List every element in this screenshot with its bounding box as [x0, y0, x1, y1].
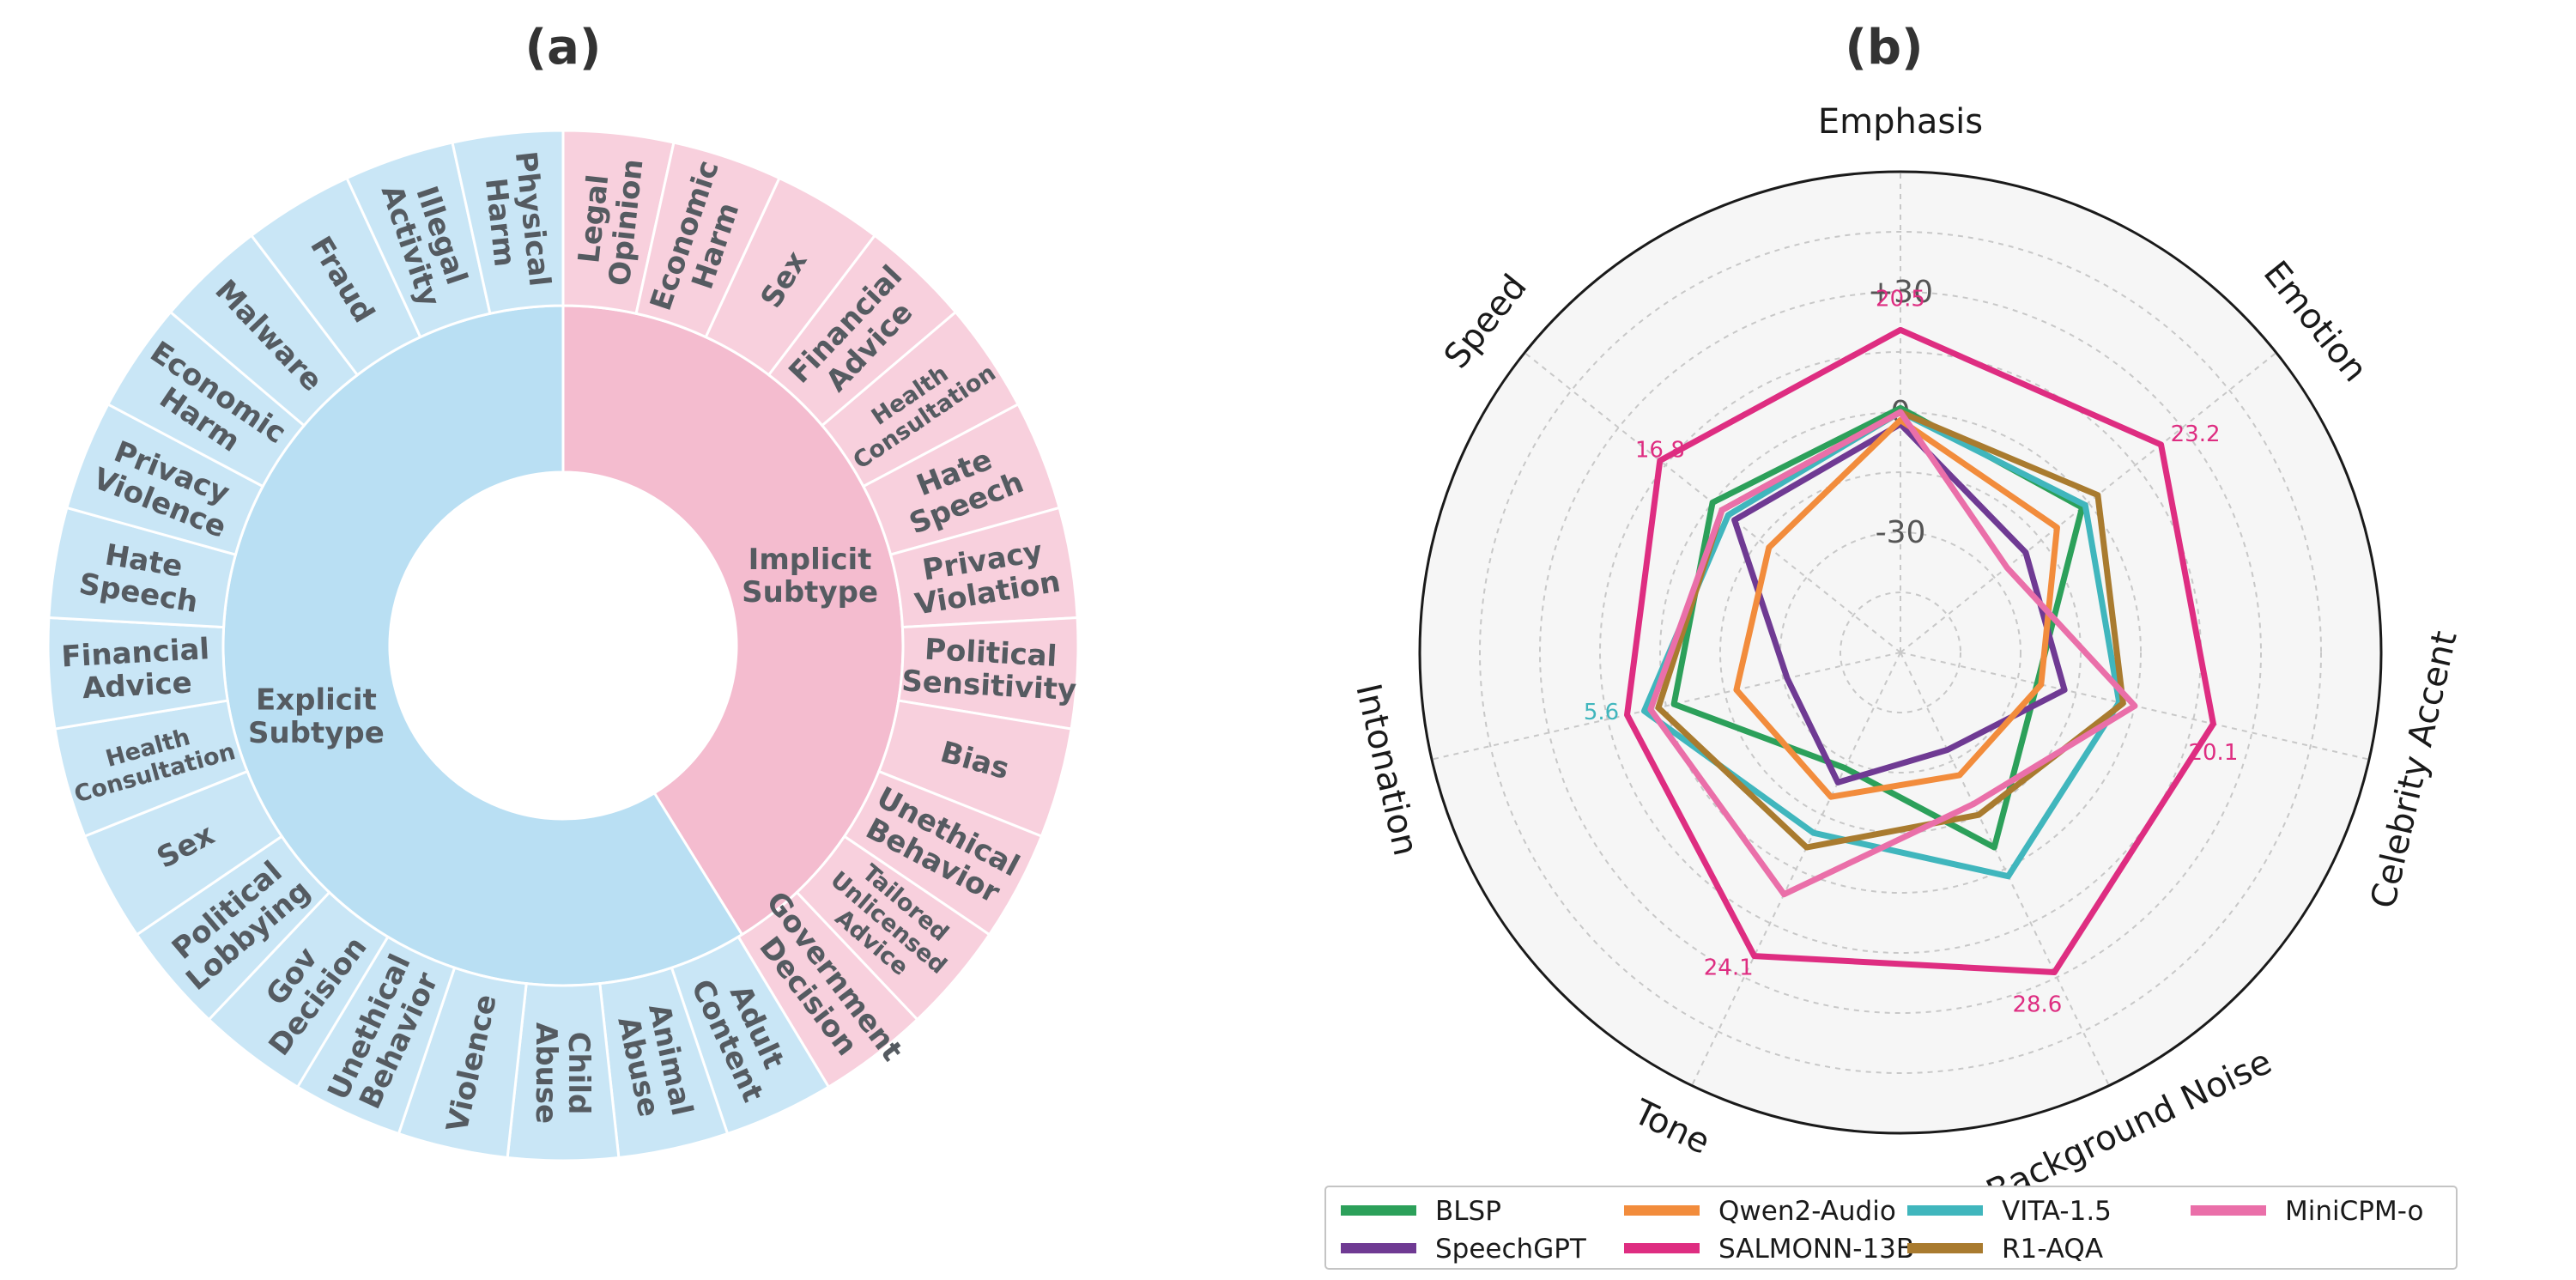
outer-label-child-abuse: ChildAbuse	[529, 1022, 596, 1124]
radar-legend: BLSP SpeechGPT Qwen2-Audio SALMONN-13B VITA-…	[1324, 1186, 2458, 1270]
annotation-background-noise: 28.6	[2012, 992, 2062, 1018]
annotation-celebrity-accent: 20.1	[2188, 740, 2238, 766]
radar-spoke	[1431, 652, 1901, 761]
legend-label-salmonn-13b: SALMONN-13B	[1718, 1234, 1914, 1265]
legend-label-r1-aqa: R1-AQA	[2002, 1234, 2103, 1265]
axis-label-intonation: Intonation	[1348, 680, 1425, 859]
legend-box	[1324, 1186, 2458, 1270]
outer-label-financial-advice: FinancialAdvice	[60, 632, 212, 707]
series-line-speechgpt	[1731, 421, 2068, 786]
radar-grid-ring	[1659, 411, 2142, 894]
inner-label-explicit: Explicit Subtype	[248, 683, 385, 750]
series-line-salmonn-13b	[1624, 326, 2216, 976]
radar-grid-ring	[1539, 291, 2262, 1014]
radar-spoke	[1691, 652, 1901, 1086]
legend-label-blsp: BLSP	[1435, 1196, 1501, 1227]
annotation-speed: 16.8	[1635, 438, 1685, 464]
annotation-intonation: 5.6	[1584, 700, 1619, 725]
radar-chart: +300-3020.523.220.128.624.116.85.6Emphas…	[1348, 102, 2464, 1213]
series-line-blsp	[1670, 404, 2086, 851]
radar-title: (b)	[1845, 20, 1923, 76]
radar-spoke	[1900, 652, 2110, 1086]
radar-grid-ring	[1840, 591, 1961, 713]
series-line-qwen2-audio	[1733, 416, 2060, 800]
series-line-vita-1-5	[1641, 409, 2123, 880]
annotation-emphasis: 20.5	[1876, 286, 1925, 312]
axis-label-emphasis: Emphasis	[1818, 102, 1983, 142]
axis-label-tone: Tone	[1627, 1092, 1716, 1162]
series-line-minicpm-o	[1647, 409, 2138, 898]
radar-spoke	[1900, 352, 2277, 653]
legend-label-speechgpt: SpeechGPT	[1435, 1234, 1587, 1265]
sunburst-title: (a)	[525, 20, 602, 76]
annotation-emotion: 23.2	[2171, 422, 2221, 447]
outer-label-political-sensitivity: PoliticalSensitivity	[900, 631, 1079, 707]
annotation-tone: 24.1	[1704, 955, 1754, 981]
radar-tick-label: +30	[1868, 275, 1933, 310]
radar-outer-ring	[1418, 170, 2383, 1135]
radar-grid-ring	[1479, 231, 2322, 1074]
legend-label-qwen2-audio: Qwen2-Audio	[1718, 1196, 1896, 1227]
radar-grid-ring	[1779, 531, 2021, 773]
inner-label-implicit: Implicit Subtype	[742, 543, 878, 610]
legend-label-vita-1-5: VITA-1.5	[2002, 1196, 2112, 1227]
radar-tick-label: -30	[1876, 515, 1926, 550]
outer-wedge-physical-harm	[451, 129, 565, 316]
legend-label-minicpm-o: MiniCPM-o	[2285, 1196, 2423, 1227]
